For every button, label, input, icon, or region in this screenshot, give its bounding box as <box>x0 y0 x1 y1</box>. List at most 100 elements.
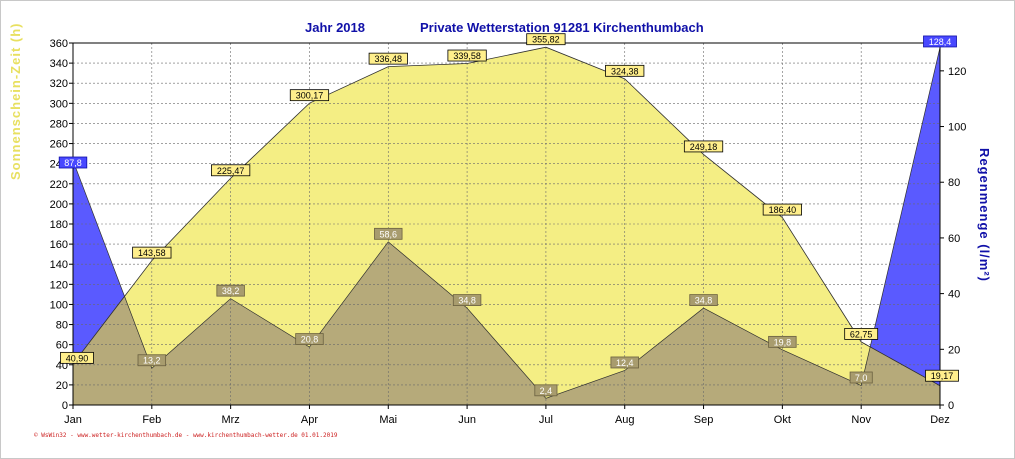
x-axis-tick-label: Feb <box>142 414 161 426</box>
left-axis-tick-label: 220 <box>50 179 68 191</box>
sunshine-data-label-box <box>605 64 645 77</box>
sunshine-data-label-box <box>526 33 566 46</box>
left-axis-tick-label: 60 <box>56 340 68 352</box>
rain-data-label: 2,4 <box>540 386 553 396</box>
sunshine-data-label-box <box>368 52 408 65</box>
rain-data-label: 38,2 <box>222 286 240 296</box>
sunshine-data-label-box <box>844 328 879 340</box>
sunshine-data-label: 355,82 <box>532 35 560 45</box>
rain-data-label: 12,4 <box>616 358 634 368</box>
left-axis-tick-label: 120 <box>50 279 68 291</box>
right-axis-tick-label: 0 <box>948 400 954 412</box>
right-axis-tick-label: 20 <box>948 344 960 356</box>
x-axis-tick-label: Dez <box>930 414 950 426</box>
right-axis-tick-label: 40 <box>948 289 960 301</box>
rain-line <box>72 47 941 399</box>
rain-data-label-box <box>452 294 482 306</box>
x-axis-tick-label: Nov <box>851 414 871 426</box>
rain-data-label-box <box>58 156 88 169</box>
sunshine-data-label: 339,58 <box>453 51 481 61</box>
sunshine-data-label-group: 336,48 <box>368 52 408 65</box>
sunshine-data-label: 143,58 <box>138 248 166 258</box>
sunshine-data-label-box <box>925 369 959 382</box>
rain-data-label: 34,8 <box>458 296 476 306</box>
rain-data-label-group: 128,4 <box>923 35 957 48</box>
rain-data-label-group: 34,8 <box>452 294 482 306</box>
left-axis-tick-label: 20 <box>56 380 68 392</box>
rain-data-label-group: 58,6 <box>374 227 403 240</box>
rain-data-label-box <box>689 294 718 306</box>
rain-data-label-box <box>534 384 558 397</box>
x-axis-tick-label: Sep <box>694 414 714 426</box>
rain-data-label: 87,8 <box>64 158 82 168</box>
footer-credits: © WsWin32 - www.wetter-kirchenthumbach.d… <box>34 432 338 439</box>
left-axis-tick-label: 320 <box>50 78 68 90</box>
rain-data-label-group: 7,0 <box>849 371 873 384</box>
left-axis-tick-label: 140 <box>50 259 68 271</box>
rain-data-label-group: 34,8 <box>689 294 718 306</box>
rain-data-label-box <box>849 371 873 384</box>
sunshine-data-label-box <box>60 351 94 364</box>
sunshine-data-label-group: 19,17 <box>925 369 959 382</box>
rain-data-label-group: 13,2 <box>137 354 167 367</box>
sunshine-data-label: 225,47 <box>217 166 245 176</box>
sunshine-data-label-group: 186,40 <box>762 203 802 216</box>
sunshine-data-label-group: 324,38 <box>605 64 645 77</box>
x-axis: Jan Feb Mrz Apr Mai Jun Jul Aug Sep Okt Nov Dez <box>64 405 950 426</box>
rain-data-label-group: 2,4 <box>534 384 558 397</box>
left-axis-tick-label: 80 <box>56 320 68 332</box>
left-axis-tick-label: 280 <box>50 118 68 130</box>
sunshine-data-label-group: 62,75 <box>844 328 879 340</box>
rain-data-label-box <box>216 284 245 297</box>
x-axis-tick-label: Jun <box>458 414 476 426</box>
rain-data-label: 34,8 <box>695 296 713 306</box>
sunshine-area <box>73 47 940 406</box>
rain-data-label-box <box>295 333 324 345</box>
sunshine-data-label-group: 40,90 <box>60 351 94 364</box>
right-axis-tick-label: 120 <box>948 66 966 78</box>
rain-data-label: 7,0 <box>855 373 868 383</box>
left-axis-tick-label: 0 <box>62 400 68 412</box>
rain-data-label-group: 87,8 <box>58 156 88 169</box>
left-axis-tick-label: 160 <box>50 239 68 251</box>
x-axis-tick-label: Jul <box>539 414 553 426</box>
sunshine-data-label-box <box>683 140 724 153</box>
left-axis-tick-label: 260 <box>50 139 68 151</box>
sunshine-data-label: 186,40 <box>769 205 797 215</box>
sunshine-data-label-group: 355,82 <box>526 33 566 46</box>
right-axis: 0 20 40 60 80 100 120 <box>940 66 966 412</box>
rain-data-label-box <box>768 335 797 348</box>
rain-data-label: 128,4 <box>929 37 952 47</box>
rain-data-label-box <box>610 356 639 369</box>
sunshine-data-label: 324,38 <box>611 66 639 76</box>
sunshine-data-label: 336,48 <box>375 54 403 64</box>
sunshine-data-label-group: 339,58 <box>447 49 487 62</box>
rain-data-label: 19,8 <box>774 337 792 347</box>
rain-data-label: 20,8 <box>301 335 319 345</box>
rain-data-label: 13,2 <box>143 356 161 366</box>
x-axis-tick-label: Apr <box>301 414 318 426</box>
rain-data-label: 58,6 <box>380 229 398 239</box>
left-axis-tick-label: 100 <box>50 299 68 311</box>
rain-data-label-group: 38,2 <box>216 284 245 297</box>
left-axis-tick-label: 340 <box>50 58 68 70</box>
sunshine-data-label-group: 249,18 <box>683 140 724 153</box>
rain-data-label-box <box>374 227 403 240</box>
sunshine-data-label-box <box>447 49 487 62</box>
sunshine-data-label-box <box>132 246 172 259</box>
x-axis-tick-label: Jan <box>64 414 82 426</box>
sunshine-data-label-group: 143,58 <box>132 246 172 259</box>
x-axis-tick-label: Mrz <box>221 414 239 426</box>
right-axis-tick-label: 60 <box>948 233 960 245</box>
right-axis-tick-label: 100 <box>948 122 966 134</box>
left-axis-tick-label: 180 <box>50 219 68 231</box>
sunshine-data-label-group: 225,47 <box>211 164 251 177</box>
x-axis-tick-label: Aug <box>615 414 635 426</box>
sunshine-data-label-box <box>289 89 330 102</box>
left-axis-tick-label: 200 <box>50 199 68 211</box>
left-axis-tick-label: 360 <box>50 38 68 50</box>
rain-data-label-box <box>923 35 957 48</box>
sunshine-data-label: 300,17 <box>296 91 324 101</box>
overlap-area <box>73 47 940 405</box>
